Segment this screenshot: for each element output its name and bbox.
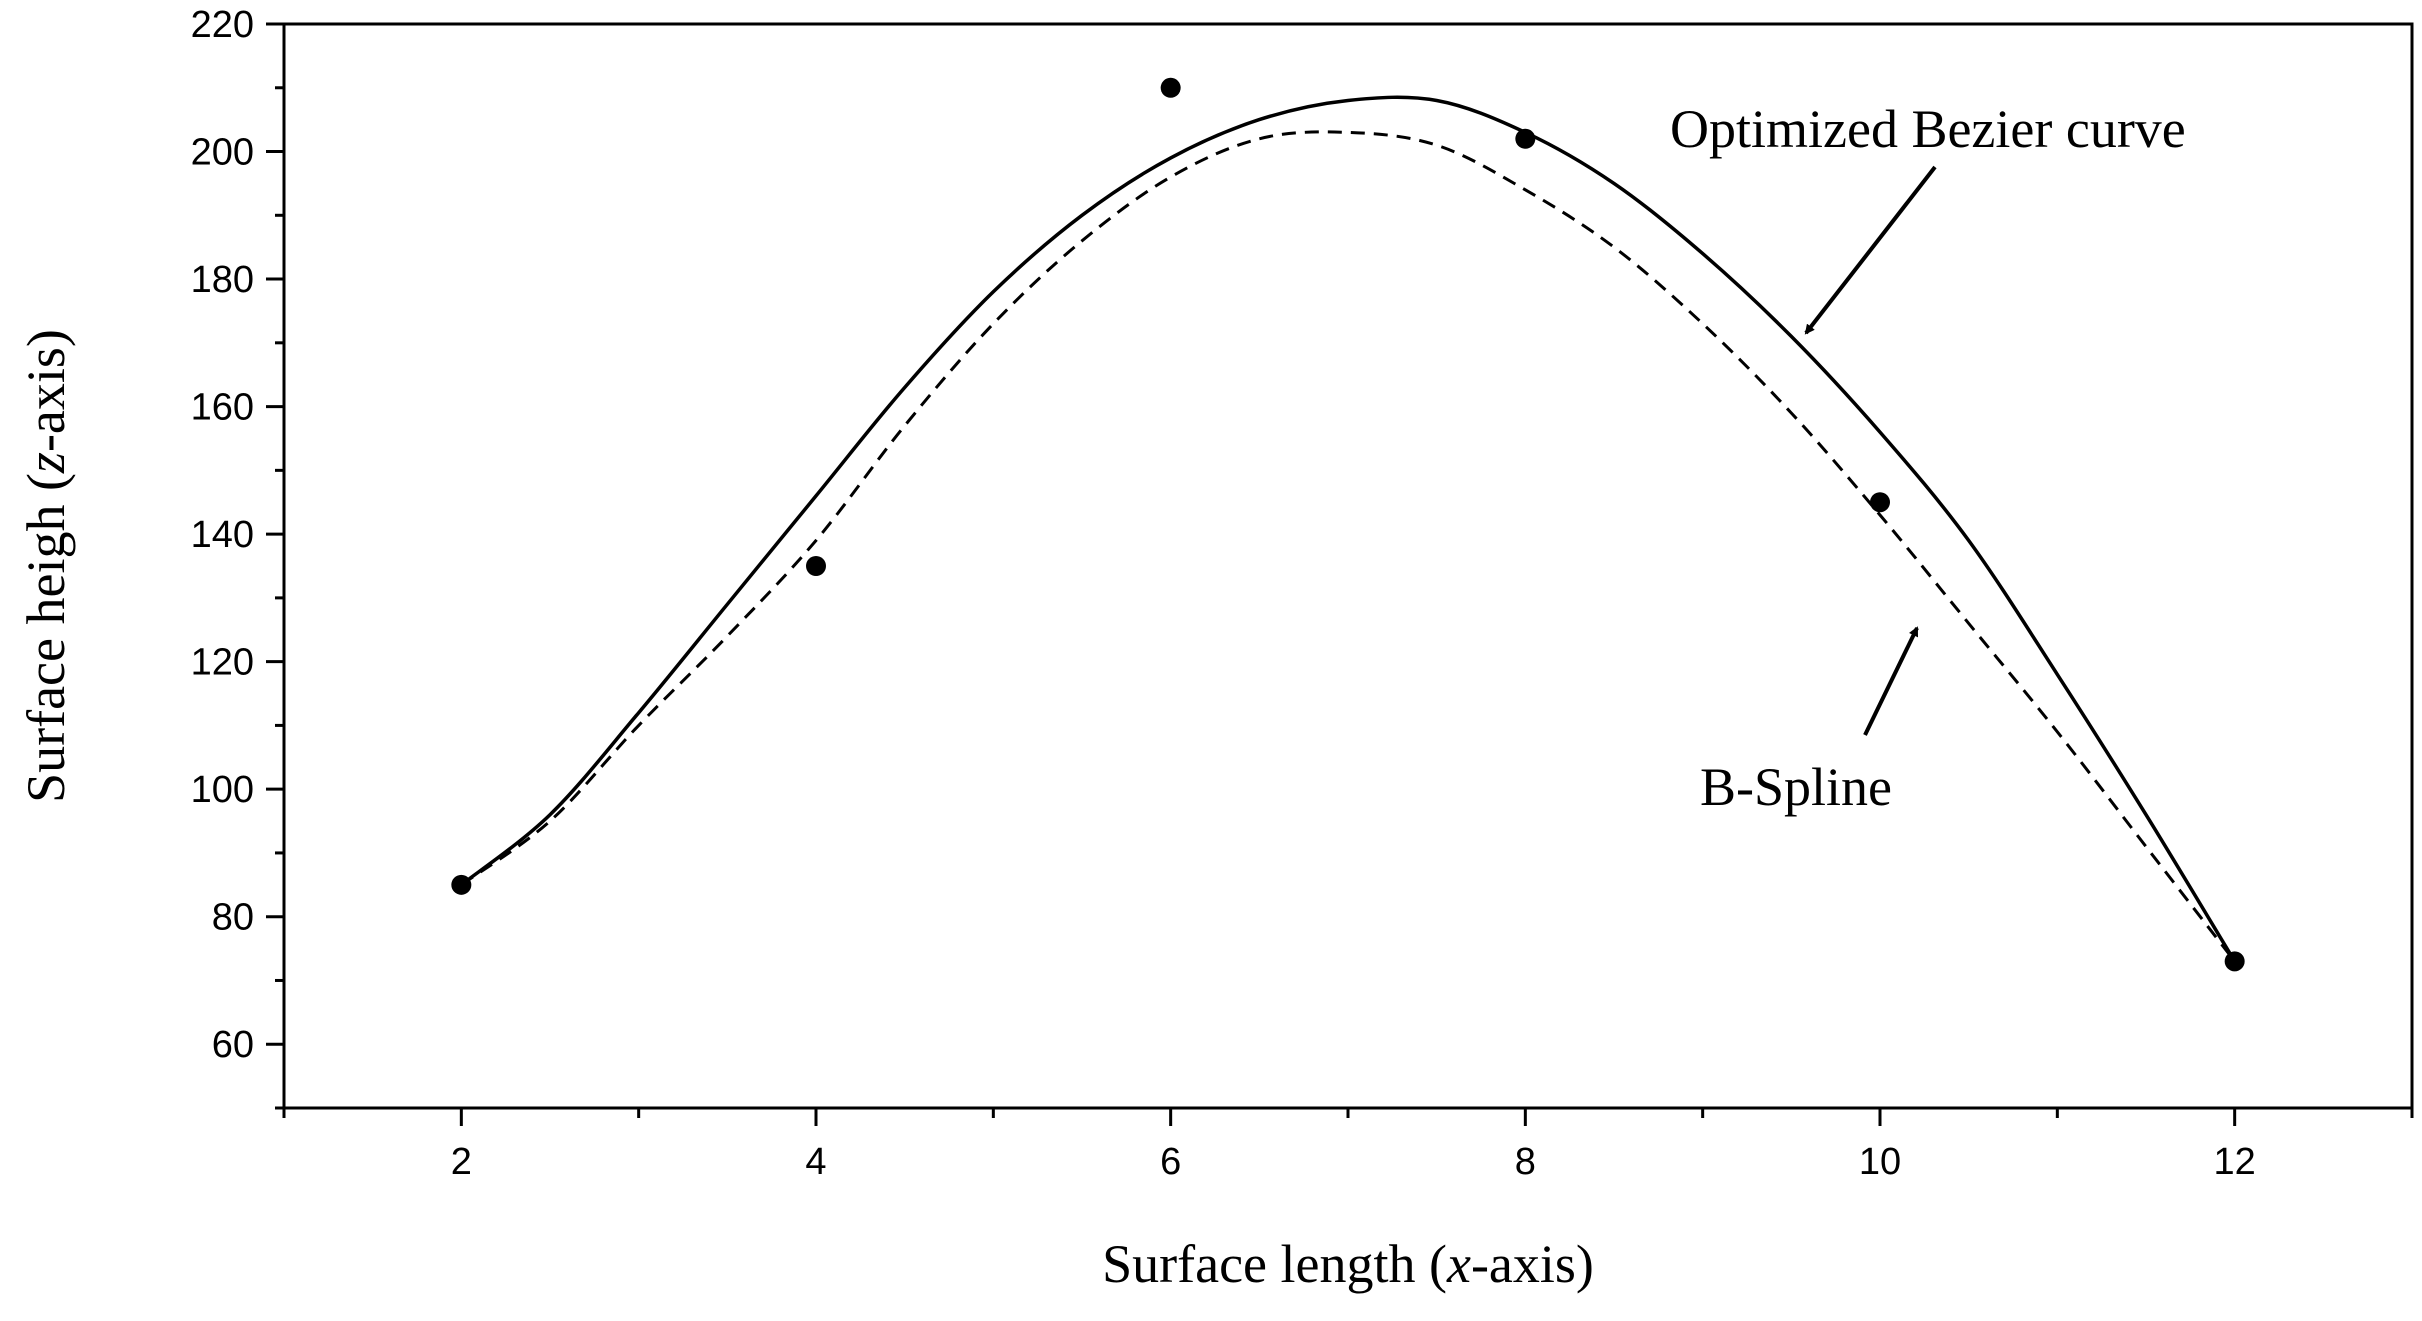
x-tick-label: 6	[1160, 1141, 1181, 1183]
series-layer	[451, 77, 2245, 972]
y-tick-label: 100	[191, 769, 254, 811]
y-axis-title: Surface heigh (z-axis)	[16, 329, 76, 803]
data-point	[1870, 492, 1890, 513]
x-tick-label: 2	[451, 1141, 472, 1183]
y-tick-label: 120	[191, 642, 254, 684]
x-tick-label: 8	[1515, 1141, 1536, 1183]
annotation-bezier-arrow	[1804, 165, 1937, 335]
x-tick-label: 4	[805, 1141, 826, 1183]
y-tick-label: 220	[191, 4, 254, 46]
plot-frame	[282, 22, 2414, 1110]
data-point	[806, 556, 826, 576]
b-spline-line	[460, 130, 2236, 963]
y-tick-label: 160	[191, 387, 254, 429]
bezier-curve-line	[460, 95, 2237, 963]
y-tick-label: 140	[191, 514, 254, 556]
x-axis-ticks: 2 4 6 8 10 12	[282, 1108, 2414, 1183]
y-tick-label: 200	[191, 132, 254, 174]
annotation-bspline-label: B-Spline	[1700, 757, 1892, 817]
x-tick-label: 10	[1859, 1141, 1901, 1183]
x-tick-label: 12	[2214, 1141, 2256, 1183]
x-axis-title: Surface length (x-axis)	[1102, 1234, 1594, 1294]
y-tick-label: 180	[191, 259, 254, 301]
annotation-bspline-arrow	[1863, 626, 1919, 736]
y-tick-label: 80	[212, 897, 254, 939]
annotation-bezier-label: Optimized Bezier curve	[1670, 99, 2186, 159]
y-tick-label: 60	[212, 1024, 254, 1066]
data-point	[1160, 77, 1181, 98]
y-axis-ticks: 60 80 100 120 140 160 180 200 220	[191, 4, 284, 1110]
